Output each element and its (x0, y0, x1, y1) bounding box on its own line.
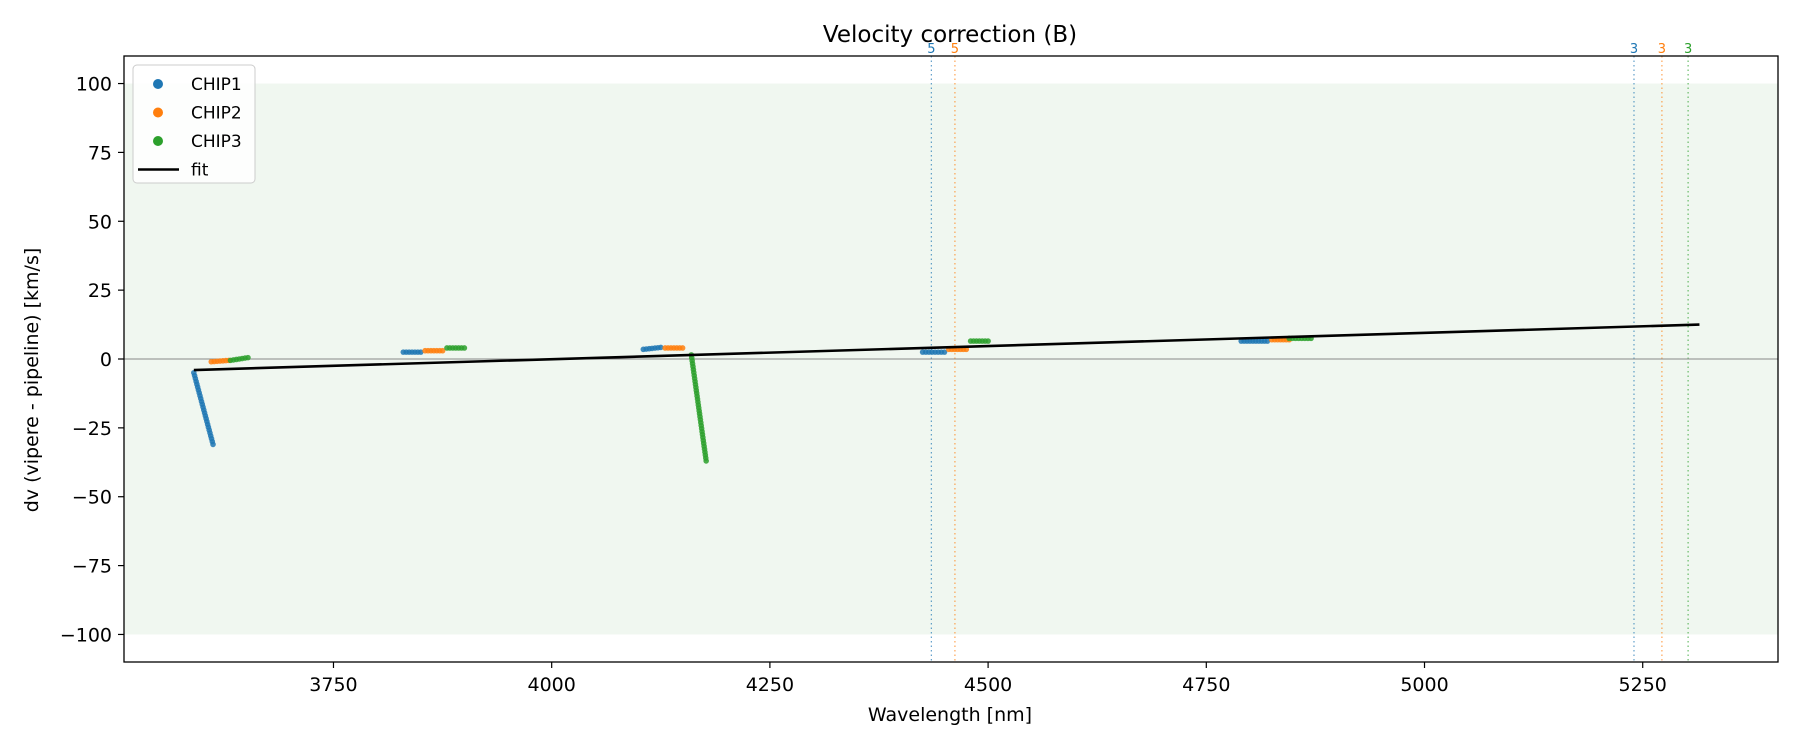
vertical-marker-label: 5 (927, 42, 935, 57)
data-point (985, 338, 991, 344)
legend-label: fit (191, 161, 209, 181)
y-tick-label: 100 (76, 74, 112, 96)
data-point (439, 347, 446, 354)
data-point (679, 345, 686, 351)
data-point (417, 349, 424, 355)
y-tick-label: 75 (88, 142, 112, 164)
fit-line (193, 323, 1700, 372)
y-tick-label: −100 (60, 624, 112, 646)
axes: 3750 4000 4250 4500 4750 5000 5250 100 75 50 25 0 −2… (60, 55, 1779, 696)
x-tick-label: 4000 (528, 674, 576, 696)
series-chip3 (227, 335, 1314, 464)
x-axis-label: Wavelength [nm] (868, 704, 1032, 726)
vertical-marker-label: 3 (1630, 42, 1638, 57)
x-tick-label: 5000 (1400, 674, 1448, 696)
y-tick-label: −50 (72, 487, 112, 509)
y-axis-label: dv (vipere - pipeline) [km/s] (21, 248, 43, 513)
data-point (210, 441, 216, 448)
legend-label: CHIP1 (191, 75, 242, 95)
data-point (657, 344, 664, 351)
y-tick-label: −75 (72, 556, 112, 578)
legend-box (132, 64, 256, 184)
x-tick-label: 4250 (746, 674, 794, 696)
legend-marker (153, 79, 163, 89)
legend-label: CHIP3 (191, 132, 242, 152)
x-tick-label: 4500 (964, 674, 1012, 696)
vertical-marker-label: 5 (951, 42, 959, 57)
data-point (461, 345, 468, 351)
y-tick-label: 0 (100, 349, 112, 371)
data-point (941, 349, 948, 355)
vertical-marker-label: 3 (1658, 42, 1666, 57)
data-point (245, 354, 251, 361)
legend-marker (153, 107, 163, 118)
data-point (703, 458, 709, 464)
fit-layer (193, 323, 1700, 372)
legend: CHIP1 CHIP2 CHIP3 fit (132, 64, 256, 184)
chart-title: Velocity correction (B) (823, 22, 1077, 48)
x-tick-label: 4750 (1182, 674, 1230, 696)
legend-marker (153, 136, 163, 146)
vertical-marker-label: 3 (1684, 42, 1692, 57)
x-tick-label: 3750 (309, 674, 357, 696)
x-tick-label: 5250 (1619, 674, 1667, 696)
y-tick-label: 50 (88, 211, 112, 233)
y-tick-label: −25 (72, 418, 112, 440)
data-point (1264, 338, 1271, 344)
legend-label: CHIP2 (191, 104, 242, 124)
y-tick-label: 25 (88, 280, 112, 302)
data-points (191, 335, 1314, 464)
series-chip1 (191, 338, 1271, 448)
